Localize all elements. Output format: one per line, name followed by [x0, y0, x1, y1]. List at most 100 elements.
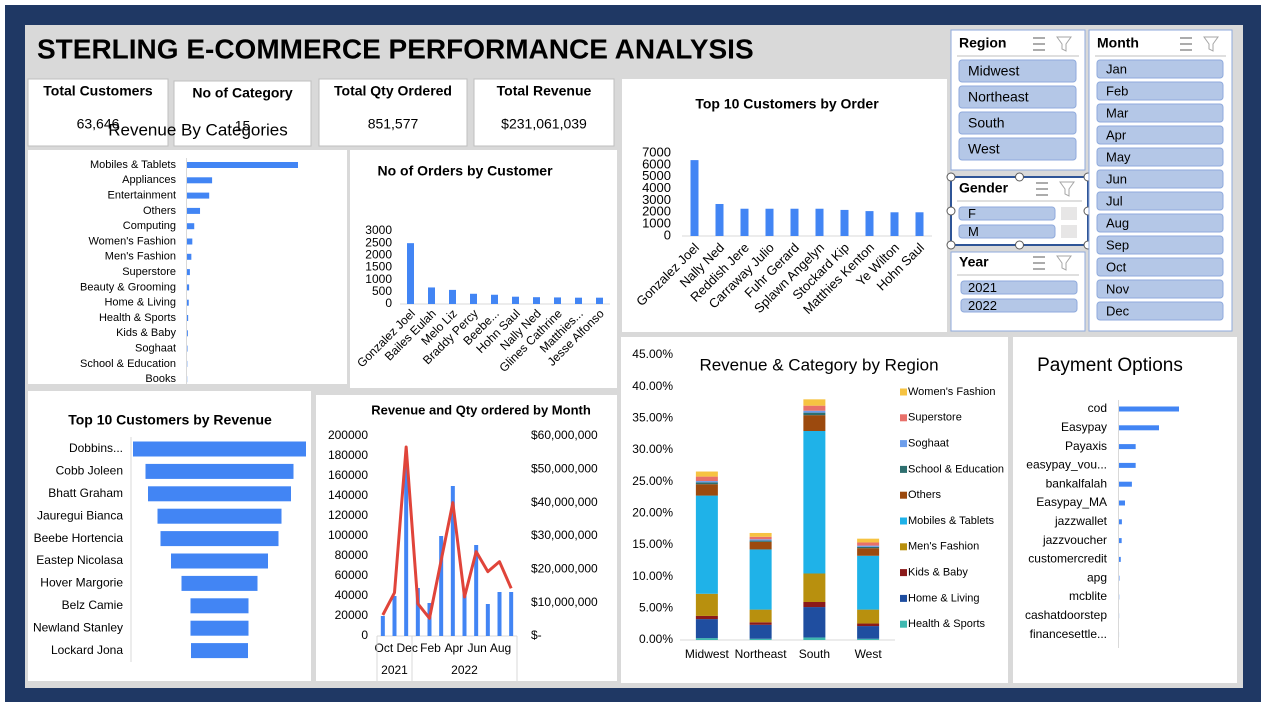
- multi-select-icon[interactable]: [1180, 37, 1192, 51]
- slicer-item-label[interactable]: Feb: [1106, 83, 1128, 98]
- line: [381, 445, 513, 620]
- slicer-item[interactable]: [1096, 147, 1224, 167]
- bar-segment: [857, 542, 880, 546]
- slicer-item-label[interactable]: 2021: [968, 280, 997, 295]
- slicer-item[interactable]: [1096, 103, 1224, 123]
- clear-filter-icon[interactable]: [1056, 255, 1072, 271]
- bar: [1119, 425, 1159, 431]
- slicer-item[interactable]: [958, 59, 1077, 83]
- y2-tick-label: $10,000,000: [531, 595, 598, 609]
- bar-segment: [749, 549, 772, 610]
- multi-select-icon[interactable]: [1033, 256, 1045, 270]
- slicer-title: Month: [1097, 35, 1139, 51]
- bar: [491, 294, 498, 304]
- kpi-card: [173, 80, 312, 147]
- category-label: Beauty & Grooming: [80, 281, 176, 293]
- slicer-item-label[interactable]: 2022: [968, 298, 997, 313]
- clear-filter-icon[interactable]: [1059, 181, 1075, 197]
- slicer-item[interactable]: [958, 137, 1077, 161]
- slicer-scroll: [1061, 225, 1077, 238]
- slicer-item-label[interactable]: Apr: [1106, 127, 1127, 142]
- slicer-item[interactable]: [960, 298, 1078, 313]
- kpi-value: 851,577: [368, 116, 419, 132]
- category-label: Bhatt Graham: [48, 486, 123, 500]
- x-tick-label: West: [855, 647, 883, 661]
- slicer-item[interactable]: [1096, 279, 1224, 299]
- slicer-item[interactable]: [958, 85, 1077, 109]
- slicer-item[interactable]: [1096, 125, 1224, 145]
- legend-swatch: [900, 491, 907, 499]
- y-tick-label: 20000: [335, 608, 369, 622]
- slicer-item-label[interactable]: F: [968, 206, 976, 221]
- slicer-item[interactable]: [958, 111, 1077, 135]
- bar: [187, 253, 192, 260]
- slicer-item-label[interactable]: Dec: [1106, 303, 1130, 318]
- slicer-item-label[interactable]: Jun: [1106, 171, 1127, 186]
- bar-segment: [857, 545, 880, 547]
- selection-handle: [1015, 172, 1024, 182]
- legend-swatch: [900, 465, 907, 473]
- bar-segment: [803, 399, 826, 406]
- slicer-item-label[interactable]: Aug: [1106, 215, 1129, 230]
- slicer-item-label[interactable]: West: [968, 141, 1000, 157]
- slicer-title: Year: [959, 254, 989, 270]
- category-label: Others: [143, 205, 177, 217]
- bar-segment: [803, 412, 826, 416]
- slicer-item[interactable]: [1096, 59, 1224, 79]
- bar: [187, 207, 201, 214]
- slicer-item[interactable]: [1096, 169, 1224, 189]
- slicer-item[interactable]: [958, 206, 1056, 221]
- slicer-item[interactable]: [1096, 191, 1224, 211]
- kpi-label: Total Revenue: [497, 83, 592, 99]
- chart-title: Revenue and Qty ordered by Month: [371, 402, 591, 417]
- bar: [554, 297, 561, 304]
- y-tick-label: 40000: [335, 588, 369, 602]
- bar-segment: [803, 607, 826, 638]
- legend-label: Kids & Baby: [908, 567, 968, 579]
- legend-label: School & Education: [908, 463, 1004, 475]
- clear-filter-icon[interactable]: [1056, 36, 1072, 52]
- bar-segment: [695, 593, 718, 616]
- slicer-item-label[interactable]: Northeast: [968, 89, 1029, 105]
- y-tick-label: 35.00%: [632, 411, 673, 425]
- clear-filter-icon[interactable]: [1203, 36, 1219, 52]
- multi-select-icon[interactable]: [1036, 182, 1048, 196]
- category-label: customercredit: [1028, 552, 1107, 566]
- slicer-item[interactable]: [1096, 257, 1224, 277]
- legend-label: Men's Fashion: [908, 541, 979, 553]
- x-tick-label: Northeast: [735, 647, 788, 661]
- slicer-item-label[interactable]: Jan: [1106, 61, 1127, 76]
- legend-swatch: [900, 594, 907, 602]
- slicer-item[interactable]: [1096, 301, 1224, 321]
- legend-swatch: [900, 620, 907, 628]
- slicer-item-label[interactable]: Nov: [1106, 281, 1130, 296]
- bar-segment: [857, 623, 880, 627]
- slicer-item[interactable]: [958, 224, 1056, 239]
- category-label: Payaxis: [1065, 439, 1107, 453]
- y-tick-label: 180000: [328, 448, 368, 462]
- slicer-item-label[interactable]: South: [968, 115, 1005, 131]
- legend-label: Women's Fashion: [908, 386, 996, 398]
- kpi-card: [318, 78, 468, 147]
- slicer-item-label[interactable]: Jul: [1106, 193, 1123, 208]
- bar: [470, 293, 477, 304]
- multi-select-icon[interactable]: [1033, 37, 1045, 51]
- slicer-item-label[interactable]: Mar: [1106, 105, 1129, 120]
- slicer-item-label[interactable]: Sep: [1106, 237, 1129, 252]
- slicer-item[interactable]: [1096, 81, 1224, 101]
- bar: [915, 212, 924, 236]
- legend-swatch: [900, 517, 907, 525]
- slicer-item-label[interactable]: May: [1106, 149, 1131, 164]
- kpi-label: No of Category: [192, 85, 293, 101]
- bar: [474, 545, 479, 636]
- bar: [187, 162, 298, 168]
- slicer-item[interactable]: [960, 280, 1078, 295]
- bar-segment: [749, 536, 772, 540]
- slicer-item-label[interactable]: Oct: [1106, 259, 1127, 274]
- slicer-item[interactable]: [1096, 213, 1224, 233]
- slicer-item-label[interactable]: Midwest: [968, 63, 1019, 79]
- slicer-item-label[interactable]: M: [968, 224, 979, 239]
- y-tick-label: 20.00%: [632, 506, 673, 520]
- slicer-item[interactable]: [1096, 235, 1224, 255]
- bar: [575, 297, 582, 304]
